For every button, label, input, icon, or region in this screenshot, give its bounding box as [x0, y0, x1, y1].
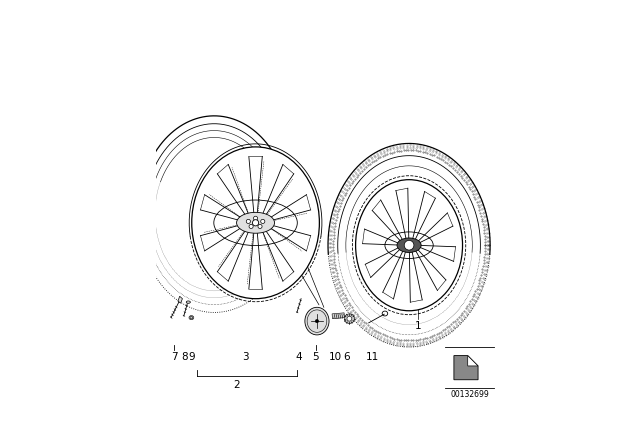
Ellipse shape — [344, 314, 355, 323]
Text: 6: 6 — [344, 352, 350, 362]
Text: 8: 8 — [182, 352, 188, 362]
Circle shape — [253, 216, 258, 220]
Circle shape — [252, 220, 259, 226]
Text: 4: 4 — [296, 352, 302, 362]
Polygon shape — [454, 356, 478, 380]
Ellipse shape — [186, 301, 190, 303]
Ellipse shape — [192, 147, 319, 299]
Polygon shape — [178, 296, 182, 303]
Circle shape — [347, 316, 352, 321]
Text: 00132699: 00132699 — [450, 390, 489, 399]
Ellipse shape — [305, 307, 329, 335]
Text: 7: 7 — [171, 352, 178, 362]
Text: 5: 5 — [312, 352, 319, 362]
Polygon shape — [468, 356, 478, 366]
Text: 1: 1 — [414, 321, 421, 331]
Ellipse shape — [189, 315, 194, 320]
Text: 3: 3 — [242, 352, 248, 362]
Circle shape — [246, 220, 250, 224]
Text: 2: 2 — [233, 380, 240, 390]
Bar — [332, 313, 344, 319]
Circle shape — [260, 220, 265, 224]
Circle shape — [258, 224, 262, 228]
Ellipse shape — [237, 212, 275, 233]
Text: 11: 11 — [366, 352, 380, 362]
Text: 9: 9 — [188, 352, 195, 362]
Ellipse shape — [397, 238, 421, 253]
Text: 10: 10 — [328, 352, 342, 362]
Circle shape — [404, 241, 414, 250]
Circle shape — [249, 224, 253, 228]
Ellipse shape — [356, 180, 463, 311]
Circle shape — [316, 319, 319, 323]
